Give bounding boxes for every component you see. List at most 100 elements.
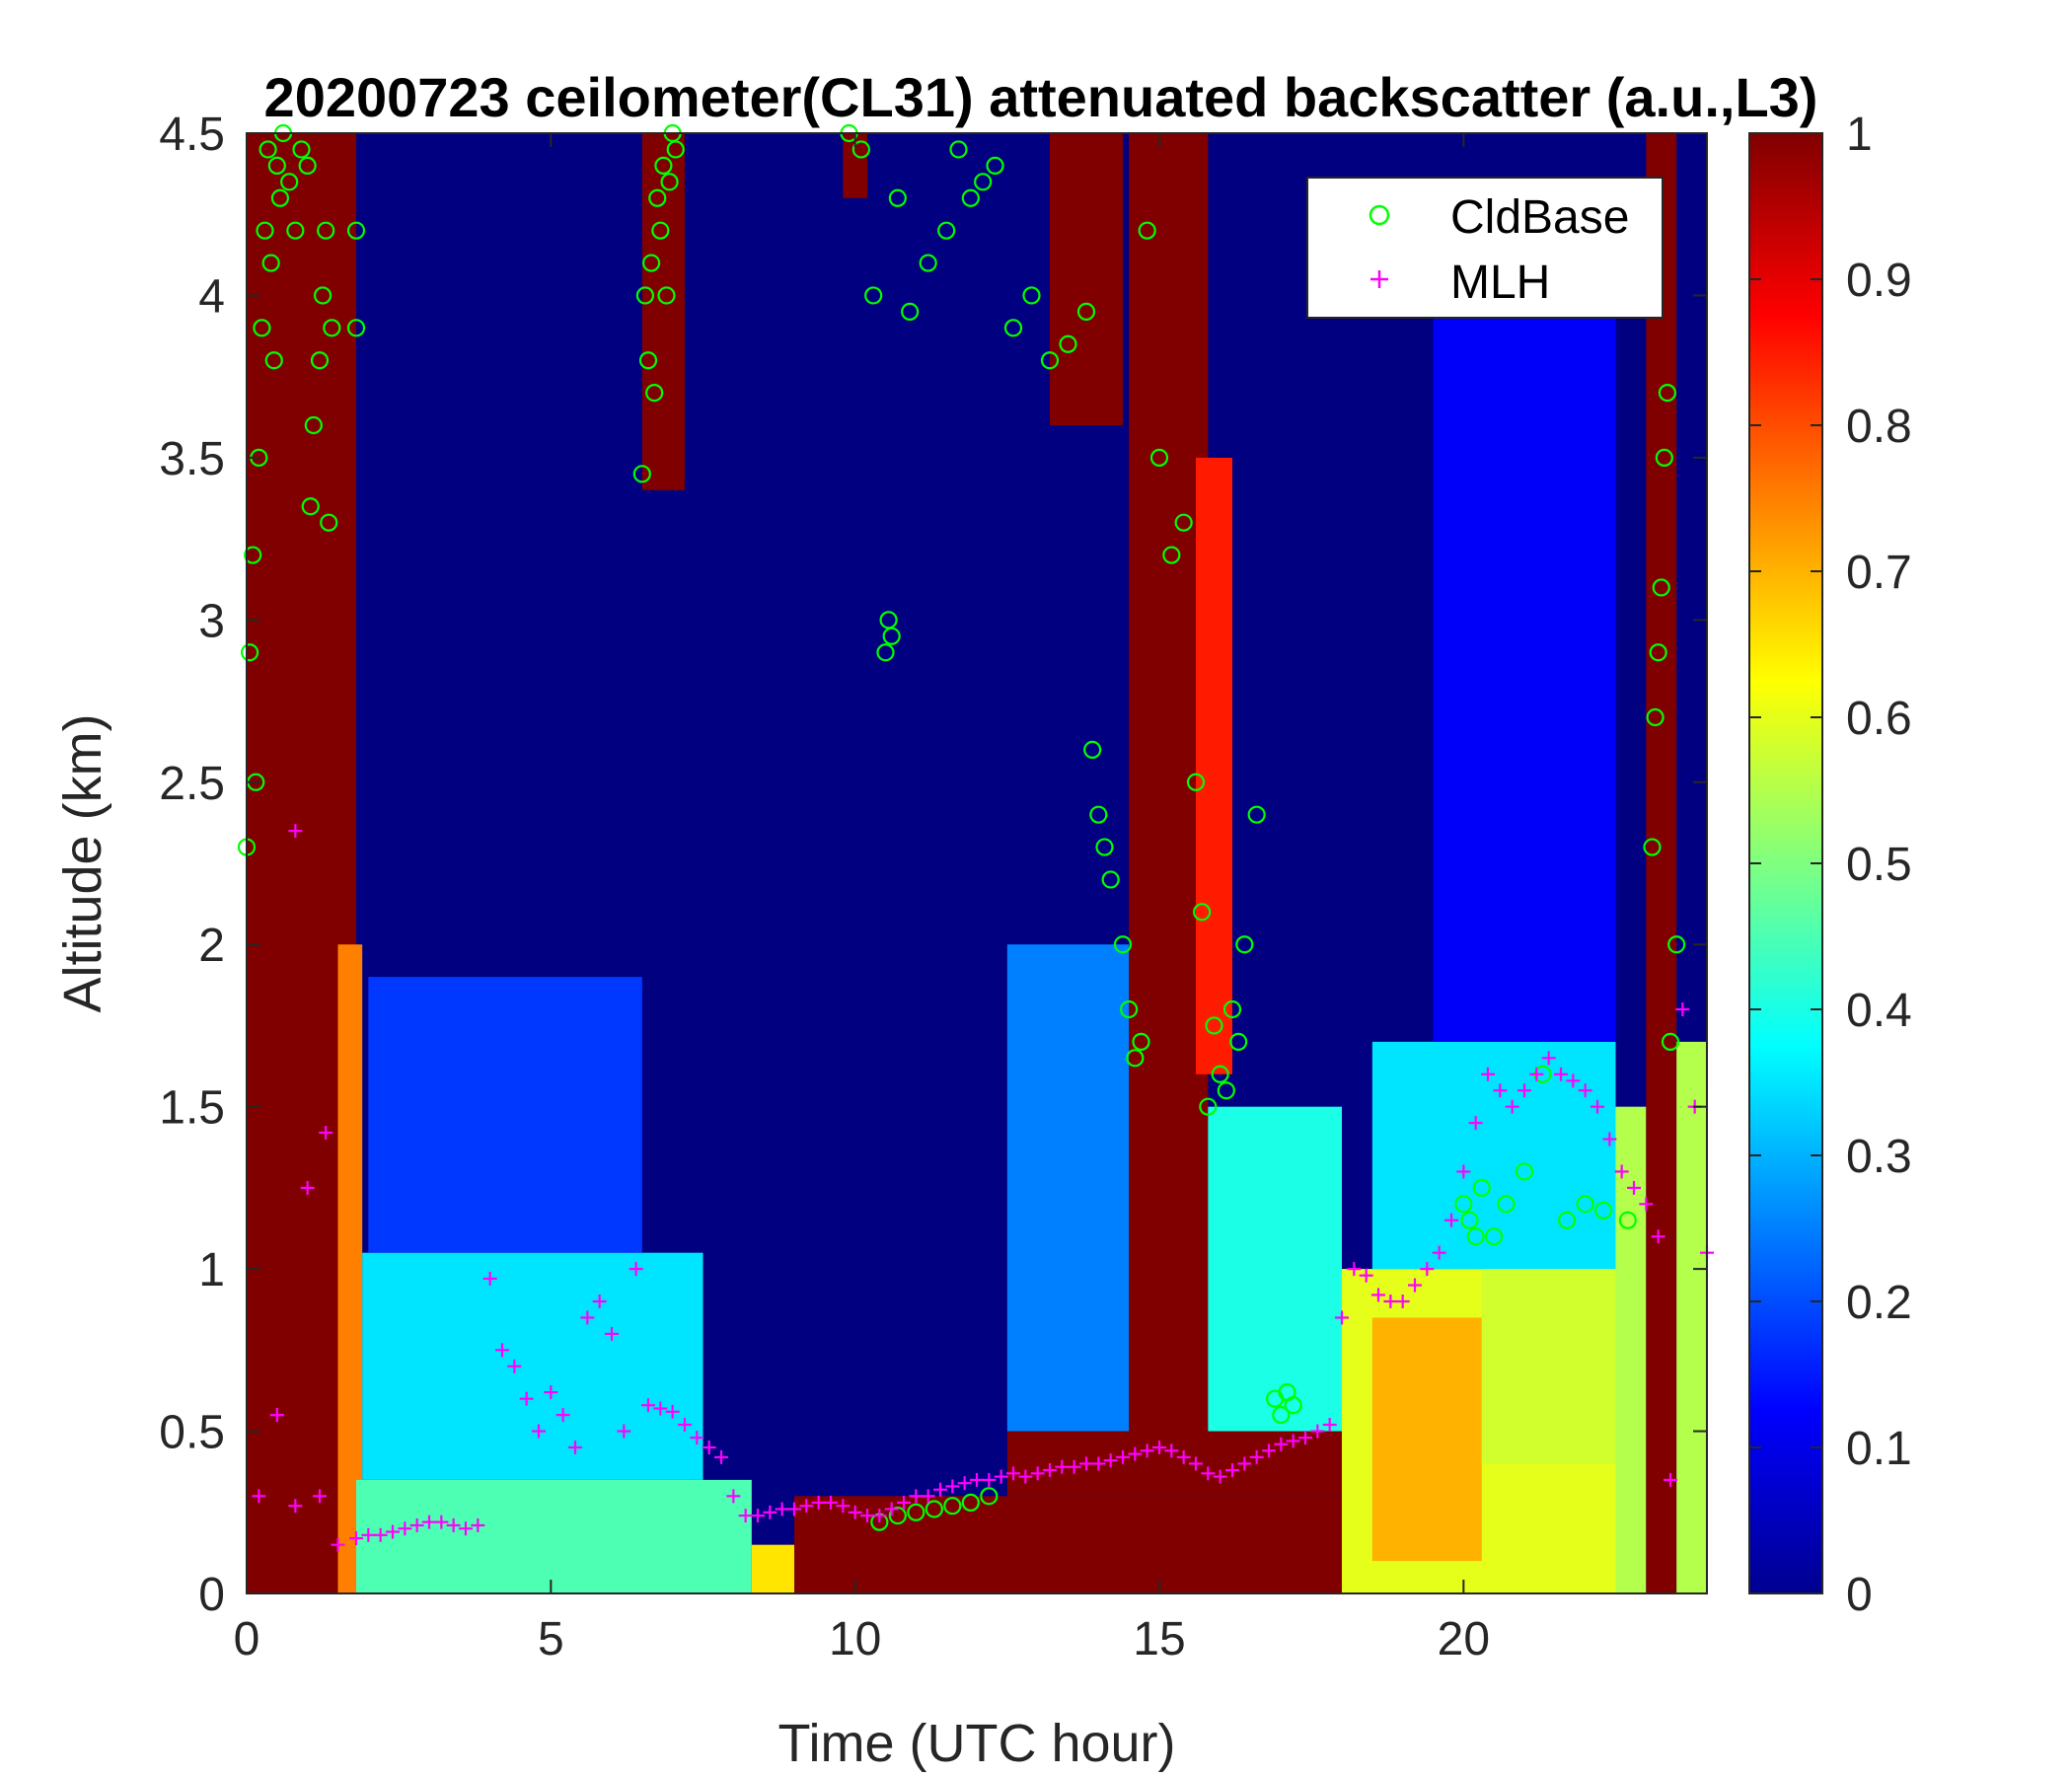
cldbase-point <box>310 351 330 370</box>
mlh-point <box>751 1509 765 1523</box>
mlh-point <box>288 1499 303 1514</box>
colorbar-tick-label: 0.2 <box>1846 1277 1912 1329</box>
mlh-point <box>653 1401 668 1416</box>
heatmap-region <box>1196 457 1232 1074</box>
cldbase-point <box>657 286 676 305</box>
cldbase-point <box>244 546 262 564</box>
cldbase-point <box>1594 1201 1613 1221</box>
mlh-point <box>1614 1164 1629 1179</box>
mlh-point <box>1432 1245 1446 1260</box>
mlh-point <box>1408 1278 1422 1293</box>
x-axis-label: Time (UTC hour) <box>777 1714 1175 1773</box>
mlh-point <box>884 1502 899 1517</box>
mlh-point <box>409 1517 424 1532</box>
mlh-point <box>471 1517 485 1532</box>
cldbase-point <box>1558 1211 1577 1229</box>
cldbase-point <box>943 1497 962 1516</box>
mlh-point <box>495 1343 509 1358</box>
x-tick-label: 5 <box>538 1613 564 1665</box>
cldbase-point <box>240 643 259 662</box>
y-tick-label: 3 <box>198 595 225 647</box>
mlh-point <box>824 1495 838 1510</box>
mlh-point <box>1176 1449 1191 1464</box>
mlh-point <box>811 1495 826 1510</box>
y-tick-label: 4 <box>198 270 225 323</box>
mlh-point <box>1541 1051 1556 1066</box>
mlh-point <box>446 1517 461 1532</box>
mlh-point <box>1602 1132 1617 1147</box>
mlh-point <box>1578 1083 1592 1098</box>
y-tick-label: 3.5 <box>159 433 225 485</box>
cldbase-point <box>1186 773 1206 791</box>
x-tick-label: 0 <box>234 1613 260 1665</box>
cldbase-point <box>1162 546 1181 564</box>
cldbase-point <box>925 1500 943 1518</box>
heatmap-region <box>368 977 642 1253</box>
mlh-point <box>1079 1456 1093 1471</box>
y-tick-label: 1.5 <box>159 1082 225 1135</box>
mlh-point <box>1566 1073 1581 1088</box>
cldbase-point <box>876 643 895 662</box>
cldbase-point <box>1618 1211 1637 1229</box>
cldbase-point <box>949 140 968 159</box>
y-axis: 0 0.5 1 1.5 2 2.5 3 3.5 4 4.5 <box>159 109 1707 1621</box>
cldbase-point <box>638 351 658 370</box>
mlh-point <box>617 1424 631 1439</box>
cldbase-point <box>261 254 280 272</box>
heatmap-region <box>1129 133 1209 1432</box>
mlh-point <box>1347 1262 1362 1277</box>
cldbase-point <box>974 173 993 191</box>
mlh-point <box>592 1295 607 1308</box>
cldbase-point <box>1235 935 1254 954</box>
mlh-point <box>1286 1434 1300 1448</box>
legend-mlh-label: MLH <box>1450 257 1550 309</box>
cldbase-point <box>961 1493 980 1513</box>
cldbase-point <box>1149 448 1169 467</box>
mlh-point <box>1043 1463 1057 1478</box>
mlh-point <box>860 1509 874 1523</box>
mlh-point <box>507 1359 522 1373</box>
cldbase-point <box>1643 838 1662 856</box>
colorbar-tick-label: 0.3 <box>1846 1131 1912 1183</box>
colorbar-tick-label: 0.4 <box>1846 985 1912 1037</box>
cldbase-point <box>1120 999 1139 1019</box>
mlh-point <box>532 1424 546 1439</box>
y-tick-label: 0 <box>198 1569 225 1621</box>
heatmap-region <box>1371 1041 1616 1270</box>
mlh-point <box>313 1489 327 1504</box>
mlh-point <box>361 1527 376 1542</box>
cldbase-point <box>292 140 311 159</box>
cldbase-point <box>1126 1049 1145 1068</box>
mlh-point <box>775 1502 789 1517</box>
mlh-point <box>1481 1067 1495 1081</box>
mlh-point <box>641 1398 655 1413</box>
heatmap-region <box>794 1496 1342 1593</box>
cldbase-point <box>919 254 937 272</box>
x-tick-label: 20 <box>1438 1613 1490 1665</box>
mlh-point <box>386 1524 400 1539</box>
cldbase-point <box>286 221 305 240</box>
cldbase-point <box>1211 1065 1229 1083</box>
cldbase-point <box>1576 1195 1594 1214</box>
cldbase-point <box>317 221 335 240</box>
heatmap-region <box>1676 1041 1707 1593</box>
colorbar-ticks: 0 0.1 0.2 0.3 0.4 0.5 0.6 0.7 0.8 0.9 1 <box>1749 109 1912 1621</box>
cldbase-point <box>1174 513 1193 532</box>
cldbase-point <box>346 319 366 337</box>
mlh-point <box>787 1502 801 1517</box>
heatmap-region <box>1615 1106 1647 1593</box>
cldbase-point <box>1667 935 1686 954</box>
cldbase-point <box>1485 1227 1504 1246</box>
cldbase-point <box>323 319 341 337</box>
cldbase-point <box>267 156 286 175</box>
cldbase-point <box>264 351 283 370</box>
cldbase-point <box>253 319 271 337</box>
cldbase-point <box>1247 805 1266 824</box>
cldbase-point <box>651 221 670 240</box>
mlh-point <box>848 1505 862 1519</box>
mlh-point <box>994 1469 1008 1484</box>
cldbase-point <box>980 1487 999 1506</box>
cldbase-point <box>635 286 655 305</box>
cldbase-point <box>1083 740 1102 759</box>
